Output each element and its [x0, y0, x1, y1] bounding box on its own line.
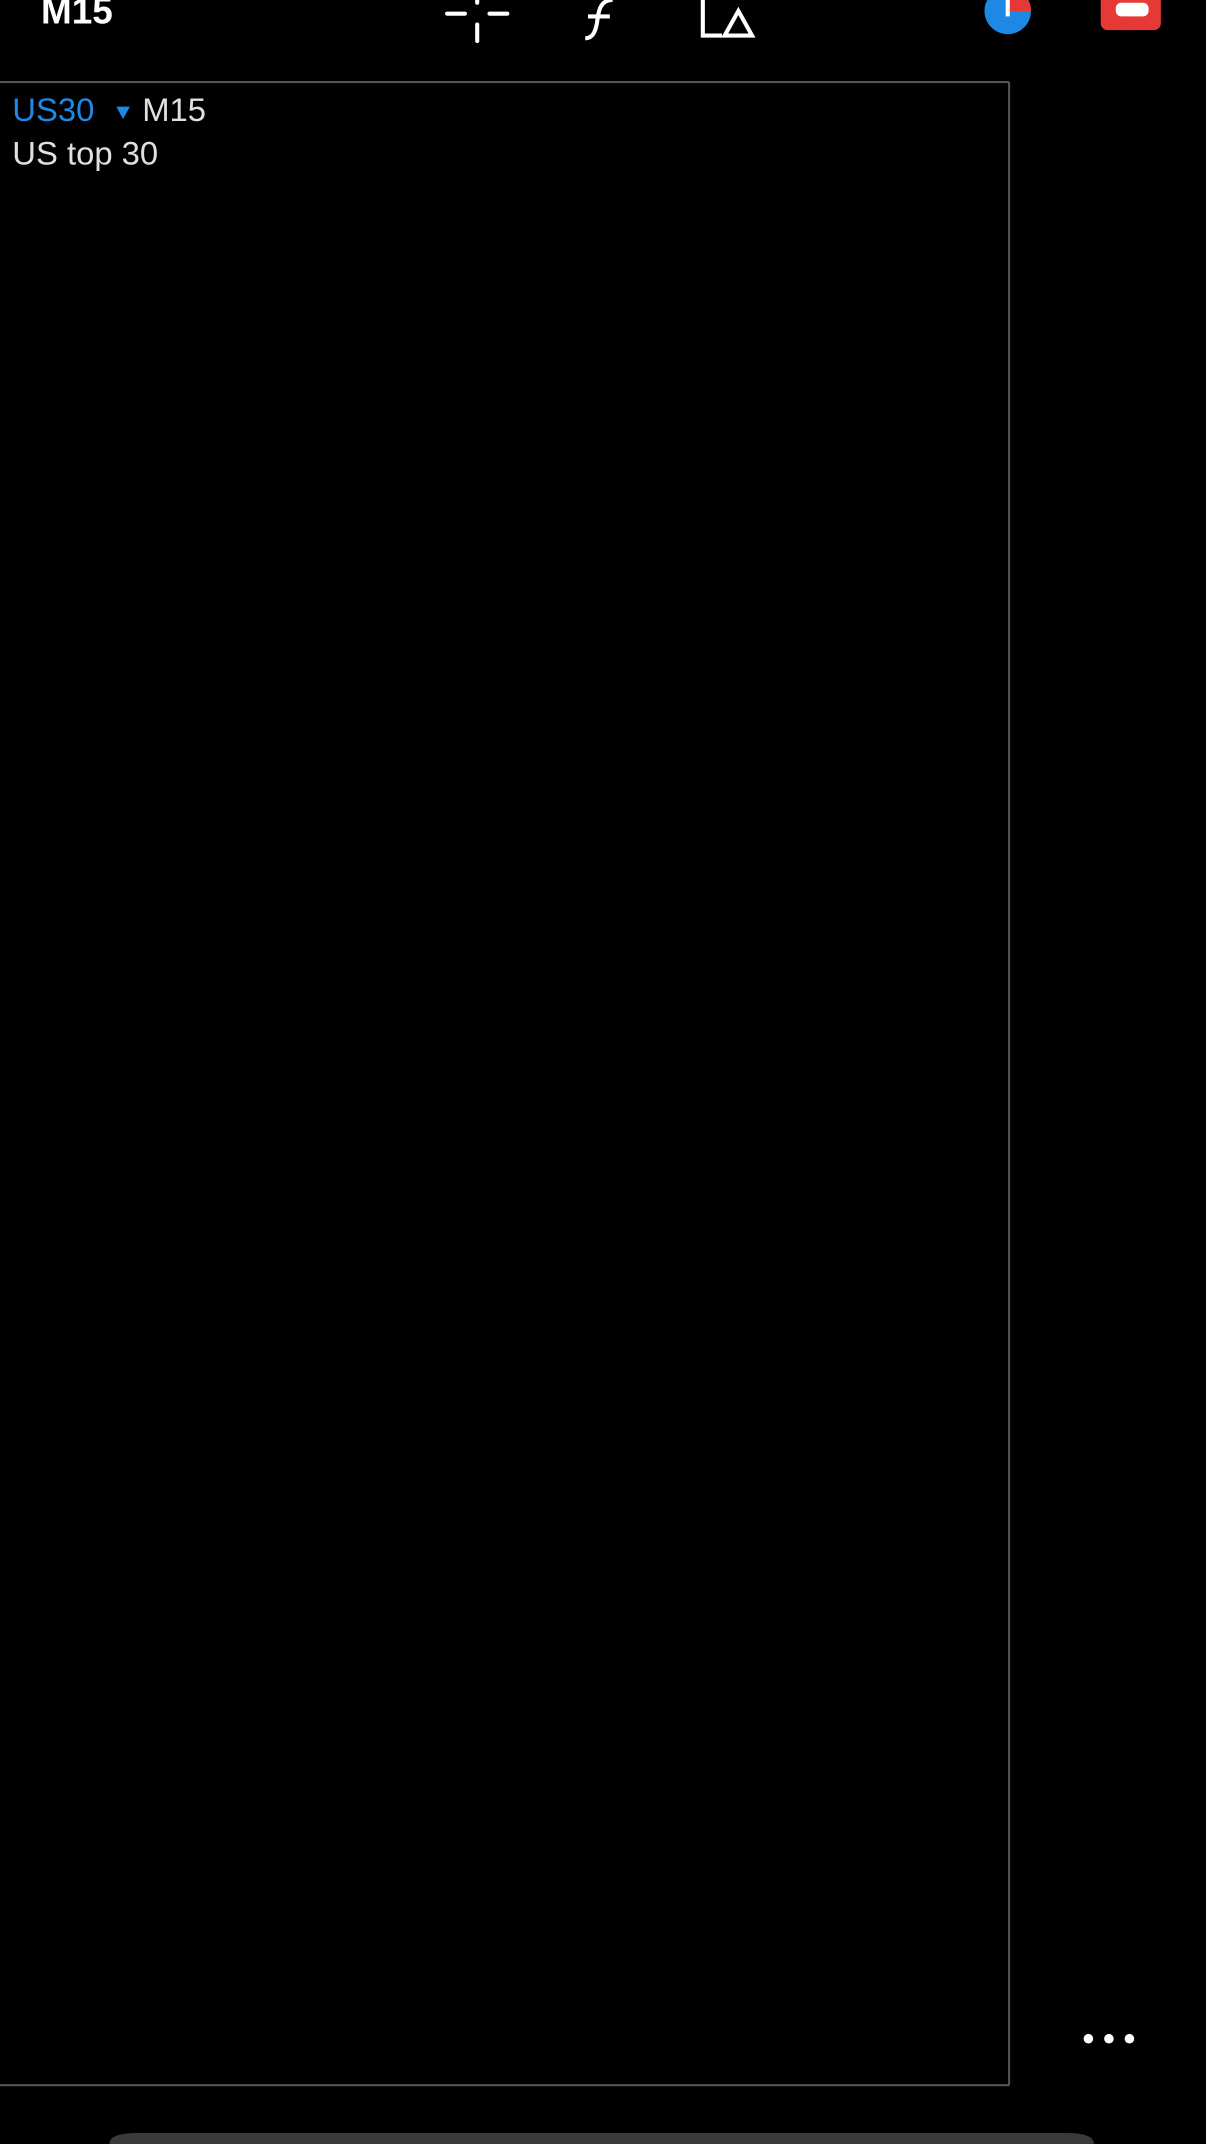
description: US top 30 — [12, 135, 158, 172]
toolbar-timeframe[interactable]: M15 — [41, 0, 113, 31]
objects-icon[interactable] — [700, 0, 756, 38]
timeframe: M15 — [142, 91, 206, 128]
home-bar — [109, 2133, 1094, 2144]
account-icon-part — [1115, 2, 1149, 17]
indicators-icon[interactable] — [584, 0, 613, 41]
clock-icon-part — [1007, 0, 1031, 11]
more-button[interactable] — [1083, 2033, 1135, 2044]
symbol-dropdown[interactable] — [116, 106, 130, 119]
trade-panel — [330, 1186, 955, 1712]
symbol[interactable]: US30 — [12, 91, 94, 128]
crosshair-icon[interactable] — [445, 0, 510, 44]
